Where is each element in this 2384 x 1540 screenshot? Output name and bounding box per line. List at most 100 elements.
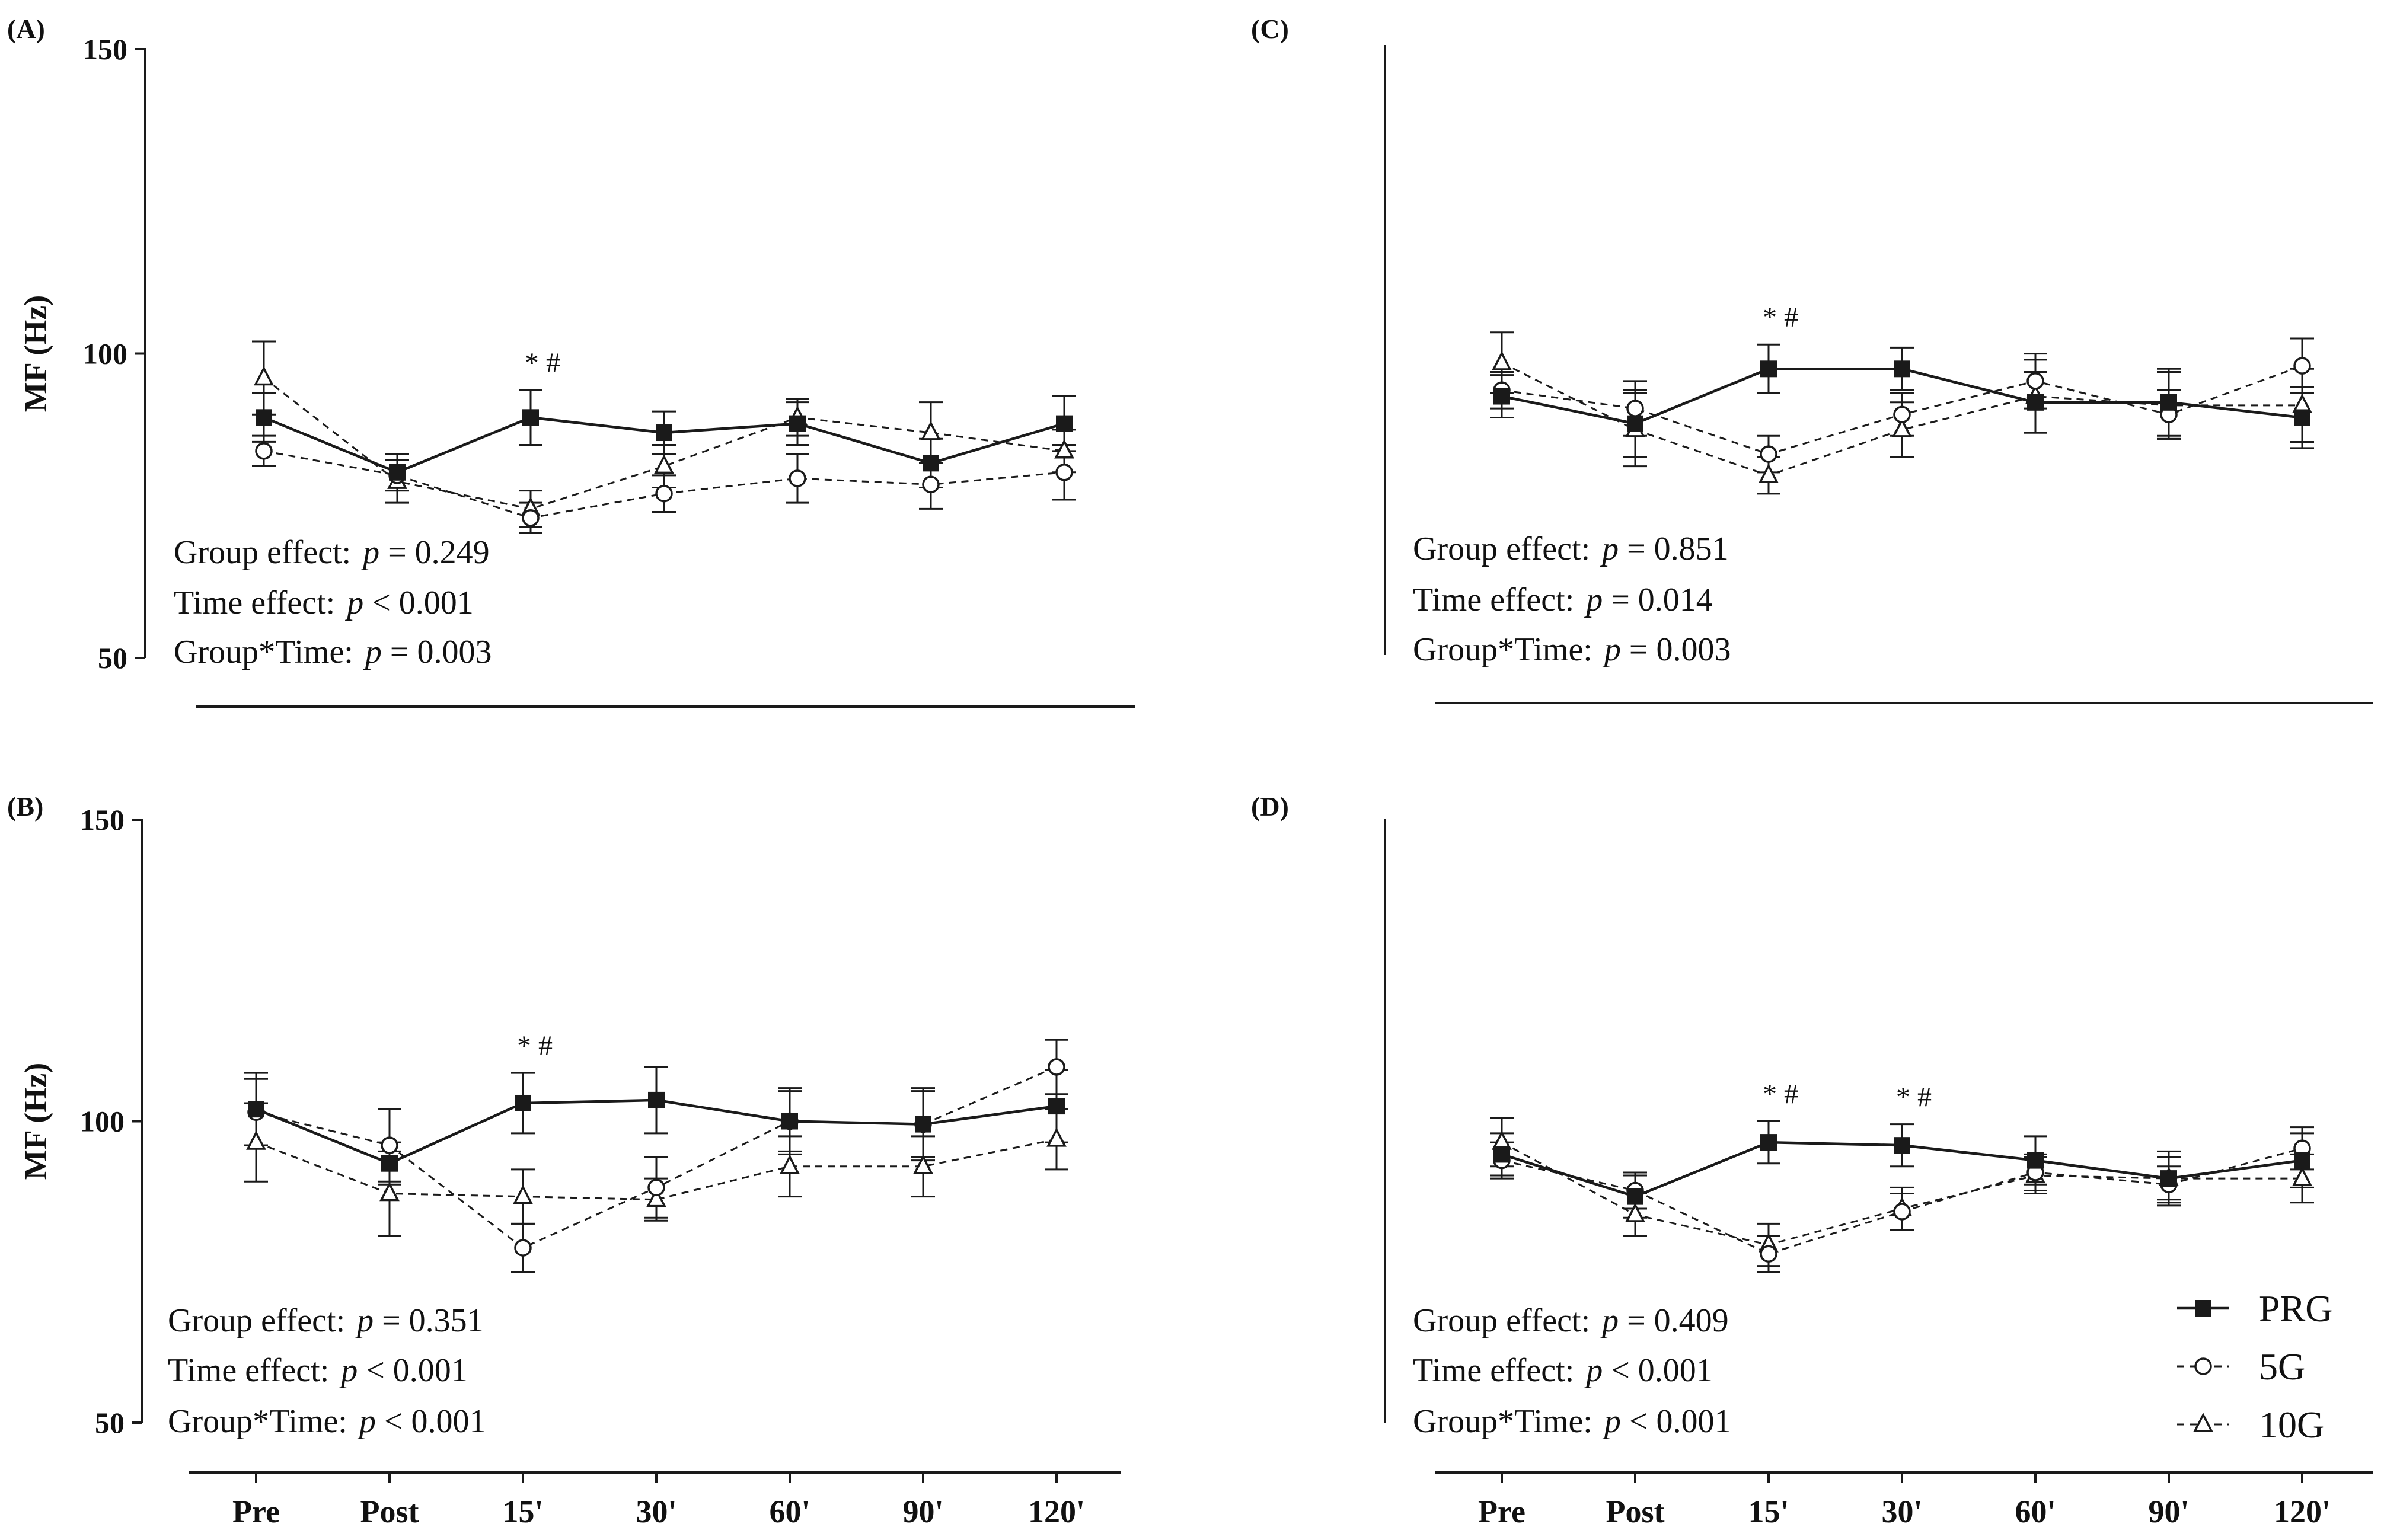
y-tick-label: 100 [83,337,127,370]
y-tick-label: 50 [98,641,127,675]
legend-label: PRG [2259,1287,2333,1330]
stat-value: < 0.001 [372,584,474,621]
y-tick-label: 100 [80,1105,125,1138]
stat-line: Group effect: p = 0.851 [1413,531,1729,567]
stat-p-symbol: p [363,634,382,670]
x-tick-label: 15' [502,1494,543,1529]
data-point-5g [1048,1058,1065,1076]
data-point-10g [379,1181,400,1202]
stat-value: = 0.409 [1627,1302,1729,1339]
y-axis-label: MF (Hz) [18,295,53,412]
data-point-prg [256,409,272,426]
data-point-5g [1893,405,1911,424]
data-point-10g [654,454,674,474]
data-point-prg [2027,394,2044,411]
data-point-prg [1627,1188,1643,1205]
significance-mark: * # [517,1030,553,1062]
data-point-prg [656,424,672,442]
stat-p-symbol: p [1600,531,1619,567]
data-point-prg [515,1094,531,1111]
stat-line: Group*Time: p = 0.003 [1413,631,1731,668]
x-tick-label: 90' [902,1494,943,1529]
data-point-prg [2027,1152,2044,1169]
y-tick-label: 150 [80,803,125,836]
panel-b: (B) 50 100 150 MF (Hz) Pre Post 15' 30' 60' 90' 120… [7,791,1121,1529]
data-point-5g [789,469,806,487]
stat-line: Time effect: p = 0.014 [1413,582,1713,618]
data-point-prg [2294,1152,2310,1169]
data-point-prg [1760,1134,1777,1151]
x-tick-label: 30' [636,1494,676,1529]
stat-label: Time effect: [1413,1352,1574,1389]
data-point-10g [1492,351,1512,370]
legend-item-5g: 5G [2177,1346,2305,1388]
data-point-prg [381,1155,398,1172]
data-point-5g [2293,357,2311,375]
x-tick-label: 90' [2148,1494,2189,1529]
data-point-10g [246,1130,266,1150]
significance-mark: * # [525,347,560,379]
data-point-10g [254,366,274,386]
data-point-prg [789,415,806,432]
x-tick-label: 60' [769,1494,810,1529]
x-tick-label: 120' [1028,1494,1085,1529]
data-point-10g [646,1187,666,1207]
x-tick-label: Pre [1478,1494,1525,1529]
x-tick-label: 15' [1748,1494,1789,1529]
panel-label-b: (B) [7,791,43,822]
data-point-prg [1493,388,1510,405]
x-tick-label: 60' [2015,1494,2056,1529]
x-tick-label: Post [360,1494,419,1529]
data-point-prg [2160,1170,2177,1187]
stat-label: Group effect: [1413,531,1590,567]
stat-p-symbol: p [357,1403,376,1440]
significance-mark: * # [1763,302,1798,333]
data-point-10g [780,1154,800,1174]
y-tick-label: 50 [95,1406,125,1439]
data-point-10g [2292,1167,2312,1186]
stat-value: = 0.351 [382,1302,484,1339]
stat-line: Group effect: p = 0.409 [1413,1302,1729,1339]
data-point-prg [2160,394,2177,411]
legend-item-10g: 10G [2177,1404,2324,1446]
data-point-10g [513,1184,533,1204]
stat-line: Group*Time: p < 0.001 [168,1403,486,1440]
stat-line: Group*Time: p < 0.001 [1413,1403,1731,1440]
data-point-5g [1760,445,1777,463]
stat-label: Group*Time: [1413,1403,1592,1440]
data-point-5g [647,1178,665,1197]
data-point-5g [922,475,940,494]
stat-value: < 0.001 [366,1352,468,1389]
data-point-10g [1892,418,1912,437]
data-point-5g [1626,400,1644,417]
stat-line: Group effect: p = 0.351 [168,1302,484,1339]
data-point-prg [389,464,406,481]
x-tick-label: Post [1606,1494,1665,1529]
data-point-5g [655,484,673,503]
panel-label-d: (D) [1251,791,1289,822]
data-point-10g [1046,1127,1067,1147]
stat-p-symbol: p [339,1352,358,1389]
data-point-prg [648,1091,665,1108]
stat-p-symbol: p [360,534,379,571]
x-tick-label: 30' [1881,1494,1922,1529]
stat-value: = 0.851 [1627,531,1729,567]
stat-p-symbol: p [1584,1352,1603,1389]
stat-label: Group*Time: [168,1403,347,1440]
panel-d: (D) Pre Post 15' 30' 60' 90' 120' * # * # Group ef… [1251,791,2373,1529]
x-tick-label: Pre [232,1494,280,1529]
data-point-prg [1056,415,1073,432]
y-tick-label: 150 [83,33,127,66]
stat-line: Group effect: p = 0.249 [174,534,490,571]
stat-label: Time effect: [1413,582,1574,618]
data-point-prg [1760,360,1777,378]
data-point-5g [2026,372,2044,390]
data-point-prg [923,455,939,472]
stat-label: Group*Time: [174,634,353,670]
stat-p-symbol: p [1602,631,1621,668]
stat-value: = 0.003 [1629,631,1731,668]
stat-label: Time effect: [168,1352,329,1389]
stat-p-symbol: p [355,1302,374,1339]
